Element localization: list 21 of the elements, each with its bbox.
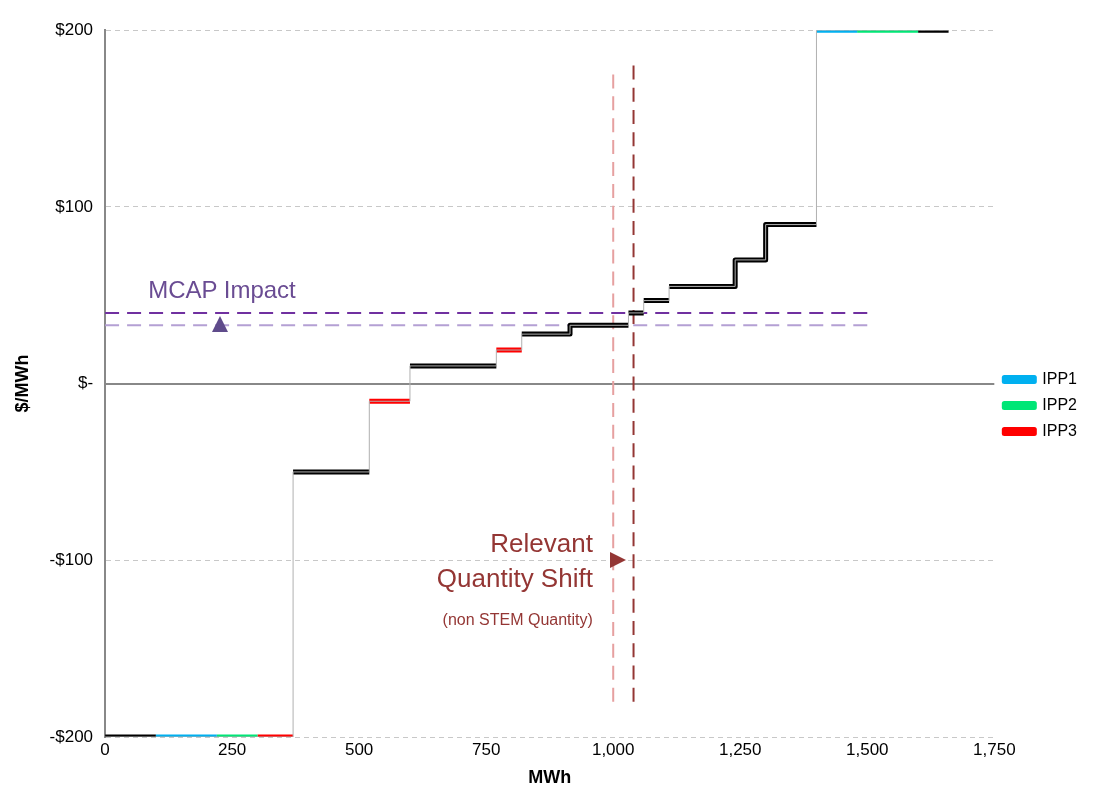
x-tick-label: 1,750 [973,739,1016,759]
x-tick-label: 750 [471,739,501,759]
annotation: (non STEM Quantity) [442,610,593,628]
y-tick-label: $200 [55,19,94,39]
y-axis-title: $/MWh [11,354,32,413]
x-tick-label: 1,000 [591,739,635,759]
annotation: MCAP Impact [148,276,297,304]
x-tick-label: 500 [344,739,374,759]
x-tick-label: 1,250 [718,739,762,759]
x-axis-title: MWh [528,767,572,788]
y-tick-label: $100 [55,196,94,216]
y-tick-label: -$100 [49,549,94,569]
legend-label: IPP3 [1042,421,1078,439]
x-tick-label: 1,500 [846,739,889,759]
legend-label: IPP1 [1042,369,1078,387]
y-tick-label: $- [77,373,94,393]
legend-label: IPP2 [1042,395,1078,413]
annotation: Relevant Quantity Shift [436,527,594,593]
x-tick-label: 0 [100,739,110,759]
x-tick-label: 250 [217,739,247,759]
y-tick-label: -$200 [49,726,94,746]
